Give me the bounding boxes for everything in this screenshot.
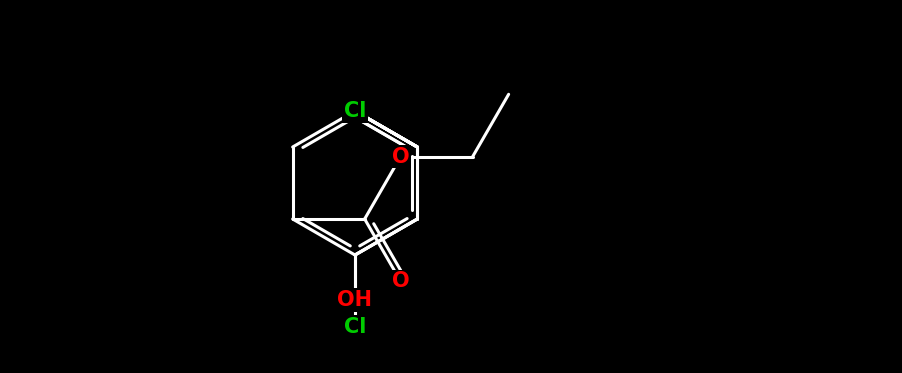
Text: OH: OH bbox=[337, 290, 373, 310]
Text: N: N bbox=[346, 101, 364, 121]
Text: Cl: Cl bbox=[344, 101, 366, 121]
Text: O: O bbox=[391, 271, 410, 291]
Text: O: O bbox=[391, 147, 410, 167]
Text: Cl: Cl bbox=[344, 317, 366, 337]
